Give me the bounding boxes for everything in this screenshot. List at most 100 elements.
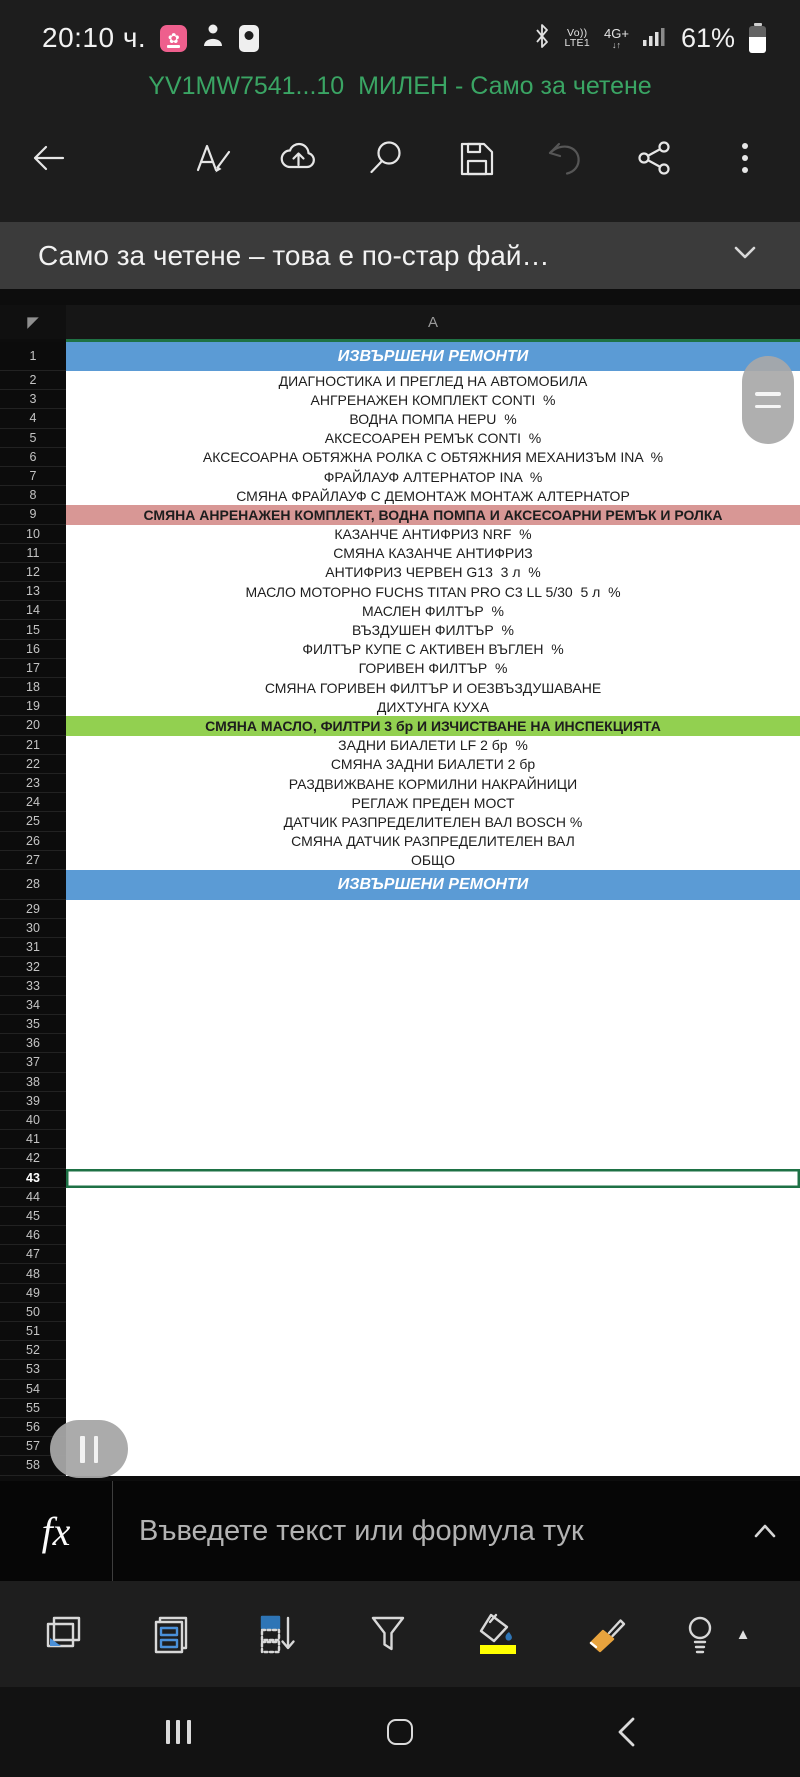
cell-A18[interactable]: СМЯНА ГОРИВЕН ФИЛТЪР И ОЕЗВЪЗДУШАВАНЕ: [66, 678, 800, 698]
cell-A10[interactable]: КАЗАНЧЕ АНТИФРИЗ NRF %: [66, 524, 800, 544]
cell-A26[interactable]: СМЯНА ДАТЧИК РАЗПРЕДЕЛИТЕЛЕН ВАЛ: [66, 831, 800, 851]
row-header-28[interactable]: 28: [0, 869, 66, 900]
cell-A28[interactable]: ИЗВЪРШЕНИ РЕМОНТИ: [66, 869, 800, 900]
row-header-10[interactable]: 10: [0, 524, 66, 544]
cell-A51[interactable]: [66, 1322, 800, 1342]
cell-A58[interactable]: [66, 1456, 800, 1476]
cell-A21[interactable]: ЗАДНИ БИАЛЕТИ LF 2 бр %: [66, 735, 800, 755]
formula-input[interactable]: Въведете текст или формула тук: [139, 1514, 584, 1547]
row-header-24[interactable]: 24: [0, 793, 66, 813]
cell-A52[interactable]: [66, 1341, 800, 1361]
row-header-20[interactable]: 20: [0, 716, 66, 736]
row-header-49[interactable]: 49: [0, 1283, 66, 1303]
cell-A34[interactable]: [66, 995, 800, 1015]
cell-A37[interactable]: [66, 1053, 800, 1073]
cell-A15[interactable]: ВЪЗДУШЕН ФИЛТЪР %: [66, 620, 800, 640]
column-header-A[interactable]: A: [427, 313, 438, 331]
cell-A46[interactable]: [66, 1226, 800, 1246]
row-header-55[interactable]: 55: [0, 1398, 66, 1418]
row-header-52[interactable]: 52: [0, 1341, 66, 1361]
cell-A14[interactable]: МАСЛЕН ФИЛТЪР %: [66, 601, 800, 621]
cell-A42[interactable]: [66, 1149, 800, 1169]
cell-A23[interactable]: РАЗДВИЖВАНЕ КОРМИЛНИ НАКРАЙНИЦИ: [66, 773, 800, 794]
row-header-40[interactable]: 40: [0, 1110, 66, 1131]
cell-A45[interactable]: [66, 1206, 800, 1227]
row-header-30[interactable]: 30: [0, 919, 66, 939]
row-header-23[interactable]: 23: [0, 773, 66, 794]
cell-A29[interactable]: [66, 899, 800, 920]
cell-A13[interactable]: МАСЛО МОТОРНО FUCHS TITAN PRO C3 LL 5/30…: [66, 582, 800, 602]
cell-A33[interactable]: [66, 976, 800, 996]
row-header-4[interactable]: 4: [0, 409, 66, 429]
cell-A57[interactable]: [66, 1437, 800, 1457]
row-header-18[interactable]: 18: [0, 678, 66, 698]
row-header-7[interactable]: 7: [0, 466, 66, 487]
row-header-12[interactable]: 12: [0, 562, 66, 583]
fill-color-icon[interactable]: [474, 1610, 522, 1658]
cell-A49[interactable]: [66, 1283, 800, 1303]
row-header-17[interactable]: 17: [0, 658, 66, 678]
cell-A19[interactable]: ДИХТУНГА КУХА: [66, 697, 800, 717]
row-header-14[interactable]: 14: [0, 601, 66, 621]
row-header-35[interactable]: 35: [0, 1015, 66, 1035]
row-header-46[interactable]: 46: [0, 1226, 66, 1246]
select-all-corner[interactable]: ◤: [0, 305, 66, 339]
home-button[interactable]: [378, 1710, 422, 1754]
row-header-33[interactable]: 33: [0, 976, 66, 996]
cell-A24[interactable]: РЕГЛАЖ ПРЕДЕН МОСТ: [66, 793, 800, 813]
cell-A17[interactable]: ГОРИВЕН ФИЛТЪР %: [66, 658, 800, 678]
more-options-icon[interactable]: [723, 136, 767, 180]
card-view-icon[interactable]: [147, 1610, 195, 1658]
cell-A22[interactable]: СМЯНА ЗАДНИ БИАЛЕТИ 2 бр: [66, 754, 800, 774]
row-header-53[interactable]: 53: [0, 1360, 66, 1380]
cell-A9[interactable]: СМЯНА АНРЕНАЖЕН КОМПЛЕКТ, ВОДНА ПОМПА И …: [66, 505, 800, 525]
cell-A38[interactable]: [66, 1072, 800, 1092]
format-edit-icon[interactable]: [191, 136, 235, 180]
row-header-41[interactable]: 41: [0, 1130, 66, 1150]
cell-A25[interactable]: ДАТЧИК РАЗПРЕДЕЛИТЕЛЕН ВАЛ BOSCH %: [66, 812, 800, 832]
row-header-11[interactable]: 11: [0, 543, 66, 563]
scroll-handle[interactable]: [742, 356, 794, 444]
row-header-32[interactable]: 32: [0, 957, 66, 977]
row-header-36[interactable]: 36: [0, 1034, 66, 1054]
row-header-1[interactable]: 1: [0, 342, 66, 371]
row-header-26[interactable]: 26: [0, 831, 66, 851]
row-header-50[interactable]: 50: [0, 1302, 66, 1322]
save-icon[interactable]: [454, 136, 498, 180]
cell-A48[interactable]: [66, 1264, 800, 1284]
row-header-44[interactable]: 44: [0, 1187, 66, 1207]
cell-A1[interactable]: ИЗВЪРШЕНИ РЕМОНТИ: [66, 342, 800, 371]
row-header-2[interactable]: 2: [0, 371, 66, 391]
fx-icon[interactable]: fx: [0, 1481, 113, 1581]
chevron-down-icon[interactable]: [728, 243, 762, 268]
cell-A12[interactable]: АНТИФРИЗ ЧЕРВЕН G13 3 л %: [66, 562, 800, 583]
back-arrow-icon[interactable]: [26, 136, 70, 180]
row-header-43[interactable]: 43: [0, 1168, 66, 1188]
cell-A40[interactable]: [66, 1110, 800, 1131]
row-header-47[interactable]: 47: [0, 1245, 66, 1265]
cell-A16[interactable]: ФИЛТЪР КУПЕ С АКТИВЕН ВЪГЛЕН %: [66, 639, 800, 659]
cell-A20[interactable]: СМЯНА МАСЛО, ФИЛТРИ 3 бр И ИЗЧИСТВАНЕ НА…: [66, 716, 800, 736]
row-header-16[interactable]: 16: [0, 639, 66, 659]
fill-down-icon[interactable]: [254, 1610, 302, 1658]
cell-A6[interactable]: АКСЕСОАРНА ОБТЯЖНА РОЛКА С ОБТЯЖНИЯ МЕХА…: [66, 447, 800, 467]
cell-A50[interactable]: [66, 1302, 800, 1322]
cell-A27[interactable]: ОБЩО: [66, 850, 800, 870]
cell-A35[interactable]: [66, 1015, 800, 1035]
row-header-27[interactable]: 27: [0, 850, 66, 870]
row-header-6[interactable]: 6: [0, 447, 66, 467]
cell-A7[interactable]: ФРАЙЛАУФ АЛТЕРНАТОР INA %: [66, 466, 800, 487]
row-header-19[interactable]: 19: [0, 697, 66, 717]
chevron-up-icon[interactable]: [730, 1481, 800, 1581]
row-header-37[interactable]: 37: [0, 1053, 66, 1073]
row-header-42[interactable]: 42: [0, 1149, 66, 1169]
row-header-8[interactable]: 8: [0, 486, 66, 506]
share-icon[interactable]: [632, 136, 676, 180]
cell-A41[interactable]: [66, 1130, 800, 1150]
cell-A54[interactable]: [66, 1379, 800, 1399]
row-header-31[interactable]: 31: [0, 938, 66, 958]
filter-icon[interactable]: [364, 1610, 412, 1658]
cell-A44[interactable]: [66, 1187, 800, 1207]
pause-scroll-button[interactable]: [50, 1420, 128, 1478]
back-button[interactable]: [605, 1710, 649, 1754]
